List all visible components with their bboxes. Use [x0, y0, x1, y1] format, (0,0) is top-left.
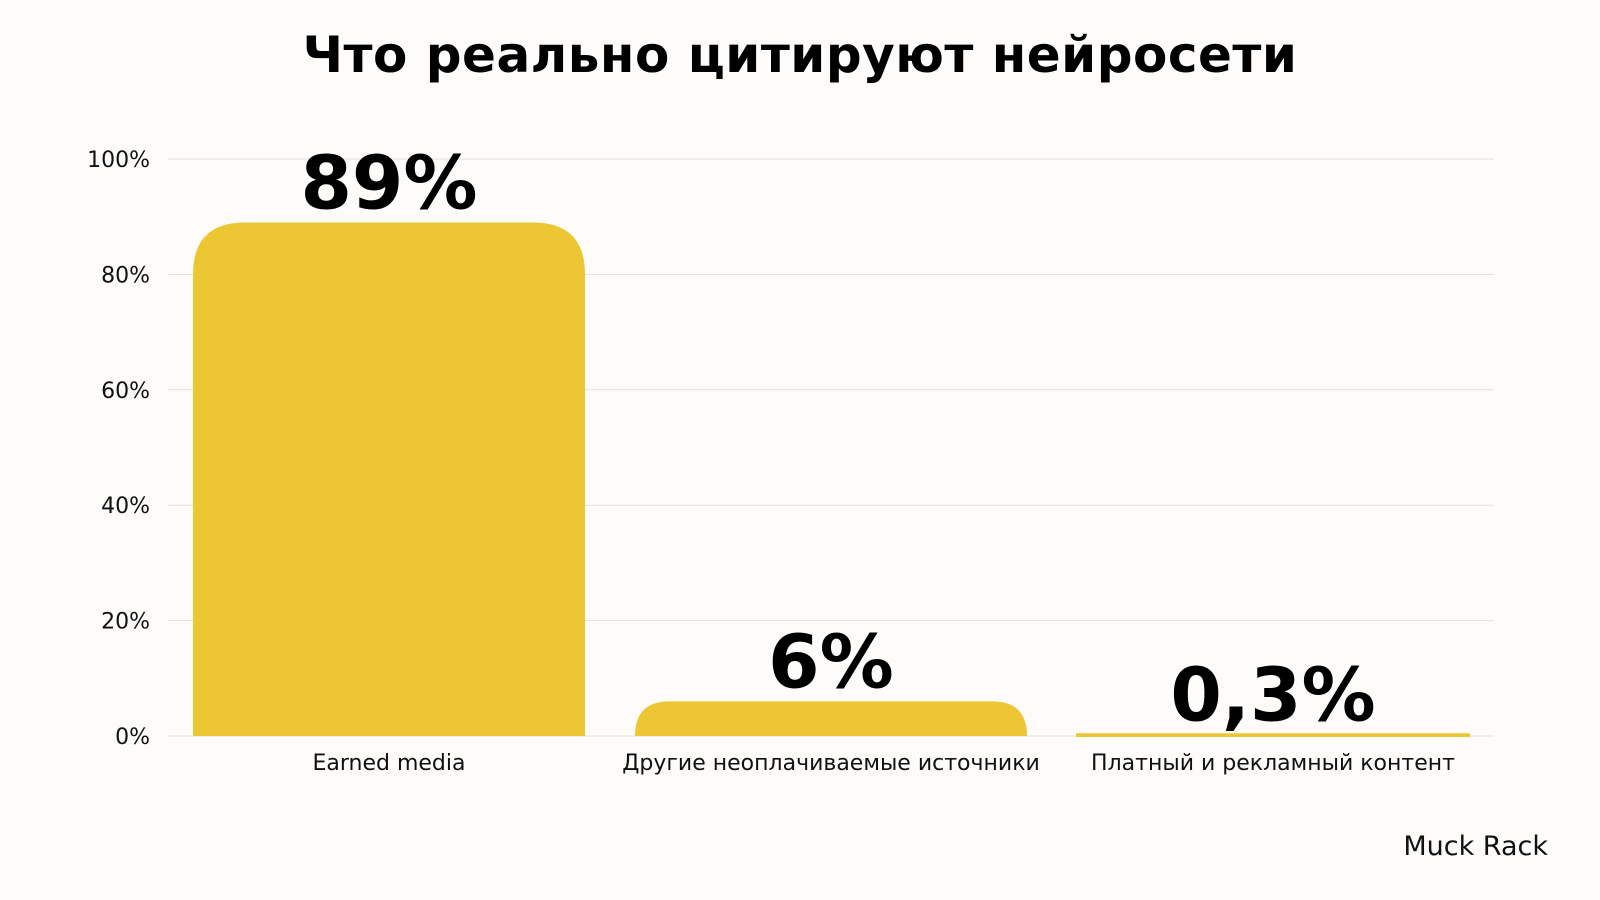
bar-1 — [193, 222, 585, 737]
bar-2 — [635, 701, 1027, 736]
bar-3 — [1076, 733, 1470, 737]
y-tick-label: 40% — [101, 494, 150, 519]
source-credit: Muck Rack — [1403, 831, 1548, 862]
y-tick-label: 80% — [101, 263, 150, 288]
x-tick-label: Платный и рекламный контент — [1091, 751, 1455, 776]
y-tick-label: 0% — [115, 725, 150, 750]
data-label: 89% — [300, 140, 477, 226]
chart-title: Что реально цитируют нейросети — [302, 26, 1298, 84]
x-tick-label: Earned media — [312, 751, 465, 776]
y-tick-label: 100% — [87, 148, 150, 173]
data-label: 6% — [768, 619, 894, 705]
x-tick-label: Другие неоплачиваемые источники — [622, 751, 1040, 776]
y-tick-label: 60% — [101, 379, 150, 404]
data-label: 0,3% — [1170, 652, 1375, 738]
y-tick-label: 20% — [101, 610, 150, 635]
